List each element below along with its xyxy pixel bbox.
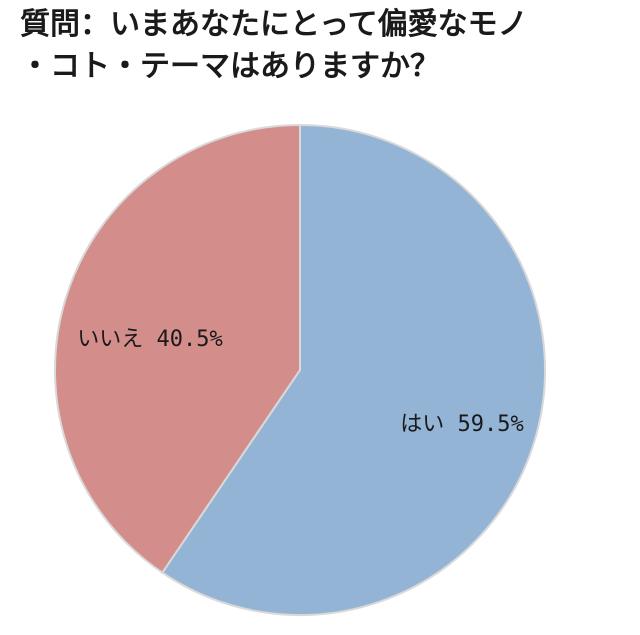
- chart-title: 質問：いまあなたにとって偏愛なモノ ・コト・テーマはありますか？: [20, 4, 620, 88]
- chart-title-line2: ・コト・テーマはありますか？: [20, 49, 440, 84]
- pie-slice-yes: [160, 123, 546, 616]
- pie-slices: [54, 123, 546, 616]
- pie-label-no: いいえ 40.5%: [77, 327, 222, 352]
- chart-title-line1: 質問：いまあなたにとって偏愛なモノ: [20, 7, 528, 42]
- pie-slice-no: [54, 123, 301, 575]
- pie-labels: はい 59.5% いいえ 40.5%: [77, 327, 523, 437]
- pie-label-yes: はい 59.5%: [400, 412, 523, 437]
